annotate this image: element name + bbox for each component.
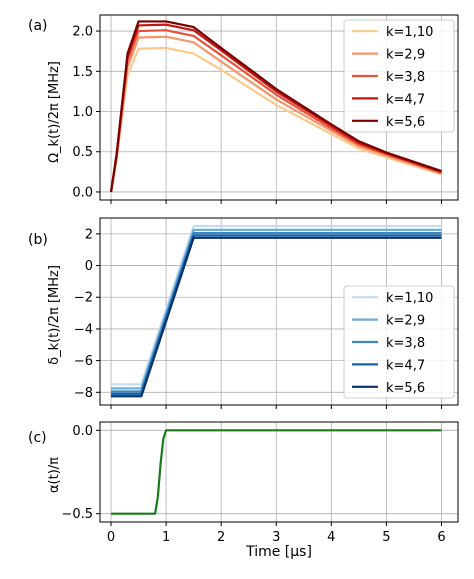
x-tick-label: 1 (162, 530, 170, 545)
legend-entry: k=3,8 (386, 70, 425, 85)
panel-c-label: (c) (28, 430, 47, 446)
axes-frame (99, 421, 459, 523)
panel-2: 0 1 2 3 4 5 6 0.0 −0.5 (61, 421, 459, 545)
legend-entry: k=4,7 (386, 358, 425, 373)
legend-box (343, 285, 455, 399)
series-line-k-5-6 (109, 20, 442, 193)
series-line-alpha (111, 429, 442, 515)
y-tick-label: −4 (74, 322, 93, 337)
x-tick-label: 5 (382, 530, 390, 545)
y-tick-label: 0.0 (72, 424, 93, 439)
legend: k=1,10 k=2,9 k=3,8 k=4,7 k=5,6 (343, 285, 455, 399)
panel-b-label: (b) (28, 232, 48, 248)
x-axis-label: Time [μs] (245, 544, 312, 560)
legend-entry: k=3,8 (386, 336, 425, 351)
legend-entry: k=2,9 (386, 314, 425, 329)
y-tick-label: −6 (74, 354, 93, 369)
y-tick-label: 2 (85, 227, 93, 242)
panel-b-ylabel: δ_k(t)/2π [MHz] (47, 265, 62, 365)
legend-box (343, 19, 455, 133)
series-line-k-5-6 (111, 236, 442, 398)
panel-a-ylabel: Ω_k(t)/2π [MHz] (47, 61, 62, 163)
y-tick-label: 0 (85, 259, 93, 274)
legend-entry: k=5,6 (386, 115, 425, 130)
legend: k=1,10 k=2,9 k=3,8 k=4,7 k=5,6 (343, 19, 455, 133)
y-tick-label: 0.5 (72, 145, 93, 160)
y-tick-label: 2.0 (72, 25, 93, 40)
x-tick-label: 6 (437, 530, 445, 545)
x-tick-label: 2 (217, 530, 225, 545)
legend-entry: k=2,9 (386, 48, 425, 63)
panel-c-ylabel: α(t)/π (47, 457, 62, 493)
y-tick-label: 0.0 (72, 185, 93, 200)
y-tick-label: −8 (74, 386, 93, 401)
x-tick-label: 0 (107, 530, 115, 545)
legend-entry: k=1,10 (386, 291, 433, 306)
x-tick-label: 4 (327, 530, 335, 545)
axes-frame (99, 217, 459, 406)
grid (100, 422, 458, 522)
axes-frame (99, 14, 459, 201)
legend-entry: k=5,6 (386, 381, 425, 396)
legend-entry: k=4,7 (386, 92, 425, 107)
y-tick-label: −2 (74, 291, 93, 306)
panel-a-label: (a) (28, 18, 48, 34)
panel-0: 0.0 0.5 1.0 1.5 2.0 k=1,10 k=2,9 k=3,8 k=4,7 k=5,… (72, 14, 459, 204)
y-tick-label: 1.0 (72, 105, 93, 120)
legend-entry: k=1,10 (386, 25, 433, 40)
y-tick-label: 1.5 (72, 65, 93, 80)
x-tick-label: 3 (272, 530, 280, 545)
panel-1: 2 0 −2 −4 −6 −8 k=1,10 k=2,9 k=3,8 k=4,7 k=5,6 (74, 217, 459, 409)
y-tick-label: −0.5 (61, 507, 93, 522)
series-line-k-1-10 (111, 224, 442, 386)
